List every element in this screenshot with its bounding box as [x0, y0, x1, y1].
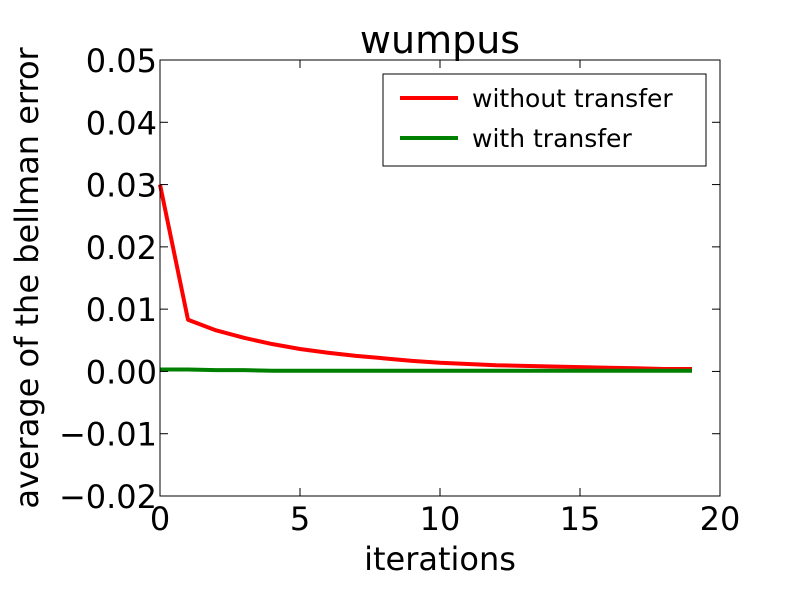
series-line-2	[160, 367, 692, 373]
y-tick-label: 0.05	[86, 42, 157, 80]
legend-label-2: with transfer	[472, 124, 632, 153]
y-tick-label: 0.01	[86, 291, 157, 329]
ticks-layer: 0 5 10 15 20 −0.02 −0.01 0.00 0.01 0.02 0.03 0.04 0.…	[59, 42, 740, 538]
chart-title: wumpus	[360, 18, 520, 62]
x-axis-label: iterations	[364, 540, 516, 578]
y-tick-label: 0.03	[86, 167, 157, 205]
series-line-1	[158, 184, 692, 371]
legend: without transfer with transfer	[382, 73, 707, 167]
legend-box	[382, 73, 707, 167]
legend-label-1: without transfer	[472, 84, 673, 113]
y-tick-label: −0.02	[59, 478, 157, 516]
y-tick-label: −0.01	[59, 416, 157, 454]
x-tick-label: 20	[700, 500, 741, 538]
x-tick-label: 5	[290, 500, 310, 538]
x-tick-label: 15	[560, 500, 601, 538]
y-tick-label: 0.00	[86, 353, 157, 391]
y-tick-label: 0.04	[86, 104, 157, 142]
y-tick-label: 0.02	[86, 229, 157, 267]
plot-frame	[159, 59, 721, 497]
y-axis-label: average of the bellman error	[8, 46, 46, 508]
x-tick-label: 0	[150, 500, 170, 538]
series-layer	[158, 184, 692, 373]
x-tick-label: 10	[420, 500, 461, 538]
